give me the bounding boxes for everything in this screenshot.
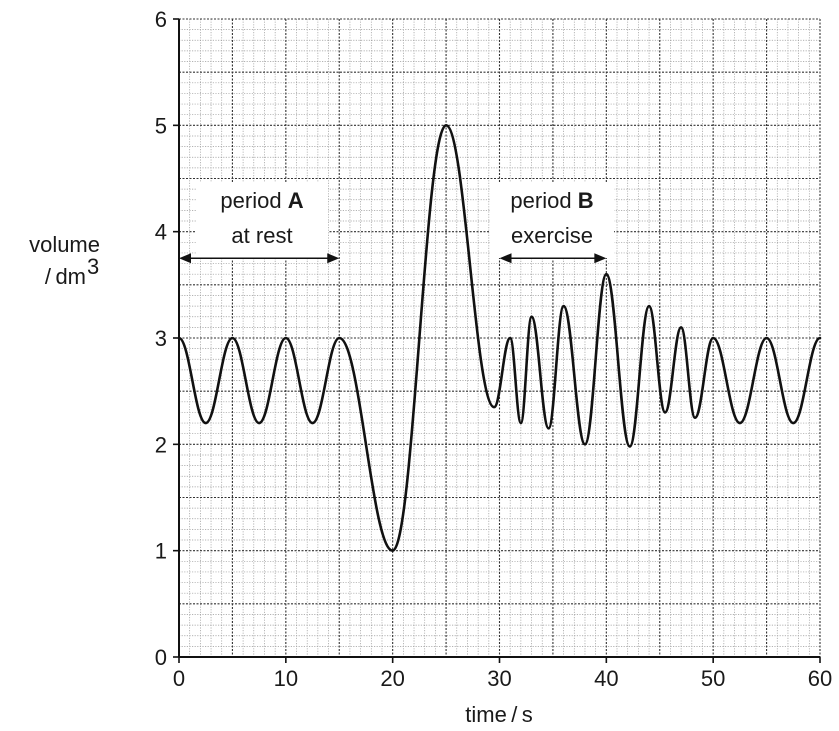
period-b-label-box <box>490 182 614 258</box>
x-tick-label: 30 <box>487 666 511 691</box>
x-tick-label: 10 <box>274 666 298 691</box>
x-tick-label: 0 <box>173 666 185 691</box>
period-a-arrow-head-left <box>179 253 191 264</box>
x-tick-label: 20 <box>380 666 404 691</box>
y-axis-title-line2: / dm <box>45 264 86 289</box>
period-a-arrow-head-right <box>327 253 340 264</box>
x-tick-label: 50 <box>701 666 725 691</box>
x-tick-label: 40 <box>594 666 618 691</box>
period-a-label-box <box>196 182 328 258</box>
y-axis-title-line1: volume <box>29 232 100 257</box>
x-tick-labels: 0 10 20 30 40 50 60 <box>173 657 832 691</box>
x-axis-title: time / s <box>465 702 532 727</box>
y-axis-title-superscript: 3 <box>87 254 99 279</box>
period-b-arrow-head-left <box>499 253 512 264</box>
y-tick-label: 0 <box>155 645 167 670</box>
y-tick-label: 2 <box>155 432 167 457</box>
period-a-annotation: period A at rest <box>196 182 328 258</box>
y-tick-labels: 0 1 2 3 4 5 6 <box>155 7 179 670</box>
x-tick-label: 60 <box>808 666 832 691</box>
y-tick-label: 4 <box>155 220 167 245</box>
period-b-arrow-head-right <box>594 253 607 264</box>
volume-curve <box>177 124 822 552</box>
y-tick-label: 5 <box>155 113 167 138</box>
y-tick-label: 1 <box>155 539 167 564</box>
y-tick-label: 6 <box>155 7 167 32</box>
period-b-label: period B <box>510 188 593 213</box>
y-tick-label: 3 <box>155 326 167 351</box>
period-a-sublabel: at rest <box>231 223 292 248</box>
period-a-label: period A <box>220 188 303 213</box>
period-arrows <box>179 253 607 264</box>
period-b-annotation: period B exercise <box>490 182 614 258</box>
period-b-sublabel: exercise <box>511 223 593 248</box>
